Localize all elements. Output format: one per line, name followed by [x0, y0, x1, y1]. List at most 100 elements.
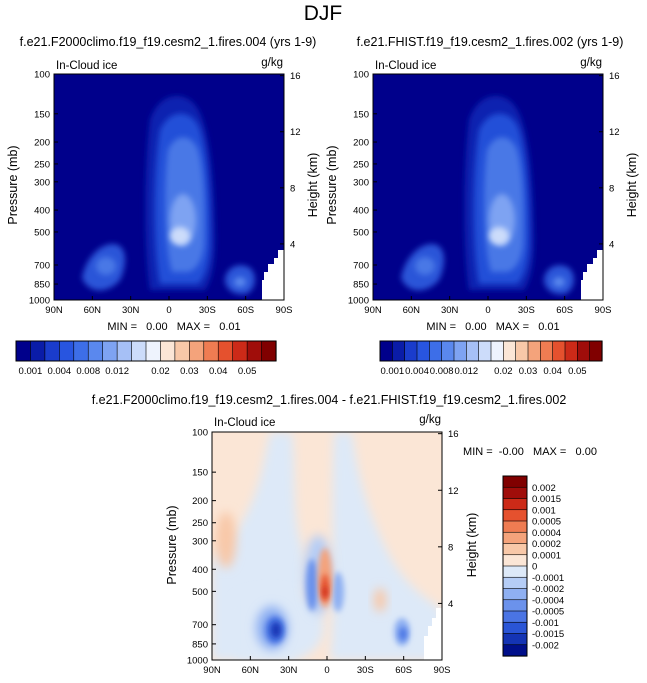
x-tick-label: 0	[485, 305, 490, 316]
panel-2-sh-core	[553, 277, 565, 287]
y-tick-label: 400	[353, 206, 369, 217]
colorbar-label: 0.004	[405, 366, 429, 377]
colorbar-swatch	[502, 520, 528, 533]
colorbar-frame	[379, 340, 603, 362]
y-tick-label: 300	[353, 177, 369, 188]
colorbar-label: -0.0002	[532, 584, 564, 595]
figure-title: DJF	[304, 2, 343, 25]
y-tick-label: 100	[34, 70, 50, 81]
colorbar-label: 0.001	[19, 366, 43, 377]
x-tick-label: 90S	[434, 665, 451, 676]
y-tick-label: 1000	[187, 656, 208, 667]
panel-3-ticks: 100 150 200 250 300 400 500 700 850 1000 16 12 8 4 90N…	[187, 428, 459, 677]
colorbar-swatch	[261, 340, 277, 362]
colorbar-swatch	[73, 340, 89, 362]
colorbar-swatch	[189, 340, 205, 362]
x-tick-label: 30S	[199, 305, 216, 316]
height-tick-label: 12	[609, 127, 620, 138]
panel-3-eq-positive-peak	[322, 586, 328, 598]
panel-2-y-axis-label: Pressure (mb)	[325, 145, 339, 224]
colorbar-swatch	[87, 340, 104, 362]
colorbar-swatch	[540, 340, 554, 362]
colorbar-swatch	[478, 340, 492, 362]
colorbar-swatch	[404, 340, 418, 362]
x-tick-label: 30N	[122, 305, 140, 316]
y-tick-label: 1000	[348, 296, 369, 307]
x-tick-label: 90N	[45, 305, 63, 316]
colorbar-swatch	[503, 340, 517, 362]
panel-1-y-axis-label: Pressure (mb)	[6, 145, 20, 224]
colorbar-label: 0.001	[532, 505, 556, 516]
colorbar-swatch	[552, 340, 566, 362]
colorbar-swatch	[232, 340, 248, 362]
colorbar-swatch	[466, 340, 480, 362]
colorbar-swatch	[502, 576, 528, 590]
panel-2-nh-core	[415, 257, 435, 275]
colorbar-label: 0.0002	[532, 539, 561, 550]
colorbar-swatch	[515, 340, 529, 362]
x-tick-label: 0	[166, 305, 171, 316]
panel-2-core-2	[489, 227, 509, 245]
y-tick-label: 100	[192, 428, 208, 439]
colorbar-label: 0.02	[494, 366, 513, 377]
panel-2-units-label: g/kg	[580, 57, 602, 69]
colorbar-swatch	[102, 340, 118, 362]
panel-1-core-2	[170, 227, 190, 245]
x-tick-label: 60S	[237, 305, 254, 316]
x-tick-label: 90S	[595, 305, 612, 316]
colorbar-label: 0.05	[238, 366, 257, 377]
y-tick-label: 1000	[29, 296, 50, 307]
colorbar-swatch	[441, 340, 455, 362]
colorbar-swatch	[15, 340, 32, 362]
height-tick-label: 16	[290, 71, 301, 82]
y-tick-label: 150	[34, 109, 50, 120]
panel-3-field	[212, 432, 442, 660]
height-tick-label: 12	[290, 127, 301, 138]
y-tick-label: 300	[192, 536, 208, 547]
colorbar-label: 0	[532, 562, 537, 573]
y-tick-label: 250	[353, 159, 369, 170]
panel-2-terrain-mask	[581, 250, 603, 300]
colorbar-swatch	[502, 565, 528, 578]
y-tick-label: 850	[192, 639, 208, 650]
panel-2-y-axis-right-label: Height (km)	[625, 153, 639, 218]
colorbar-label: 0.008	[430, 366, 454, 377]
colorbar-swatch	[30, 340, 46, 362]
colorbar-swatch	[502, 633, 528, 646]
y-tick-label: 200	[34, 138, 50, 149]
panel-3-eq-negative-b	[332, 572, 344, 612]
panel-3-units-label: g/kg	[419, 414, 441, 426]
colorbar-swatch	[502, 475, 528, 488]
y-tick-label: 250	[34, 159, 50, 170]
x-tick-label: 60N	[242, 665, 260, 676]
colorbar-1: 0.001 0.004 0.008 0.012 0.02 0.03 0.04 0.05	[15, 340, 277, 377]
colorbar-swatch	[379, 340, 393, 362]
y-tick-label: 850	[34, 280, 50, 291]
colorbar-label: 0.012	[105, 366, 129, 377]
colorbar-swatch	[429, 340, 443, 362]
panel-1-field	[54, 74, 284, 300]
panel-3-neutral-band-south	[330, 432, 442, 660]
panel-2: f.e21.FHIST.f19_f19.cesm2_1.fires.002 (y…	[325, 35, 639, 333]
colorbar-swatch	[502, 543, 528, 556]
colorbar-swatch	[502, 486, 528, 500]
colorbar-label: 0.002	[532, 483, 556, 494]
y-tick-label: 300	[34, 177, 50, 188]
colorbar-label: 0.001	[380, 366, 404, 377]
x-tick-label: 60N	[84, 305, 102, 316]
panel-3-terrain-mask	[424, 608, 442, 660]
panel-3-variable-label: In-Cloud ice	[214, 417, 275, 429]
panel-1-sh-core	[234, 277, 246, 287]
x-tick-label: 90S	[276, 305, 293, 316]
panel-3-y-axis-label: Pressure (mb)	[165, 505, 179, 584]
colorbar-swatch	[416, 340, 430, 362]
colorbar-3: 0.0020.00150.0010.00050.00040.00020.0001…	[502, 475, 564, 657]
y-tick-label: 100	[353, 70, 369, 81]
y-tick-label: 700	[34, 260, 50, 271]
x-tick-label: 60N	[403, 305, 421, 316]
colorbar-swatch	[502, 554, 528, 567]
x-tick-label: 60S	[556, 305, 573, 316]
x-tick-label: 30N	[441, 305, 459, 316]
height-tick-label: 8	[448, 542, 453, 553]
